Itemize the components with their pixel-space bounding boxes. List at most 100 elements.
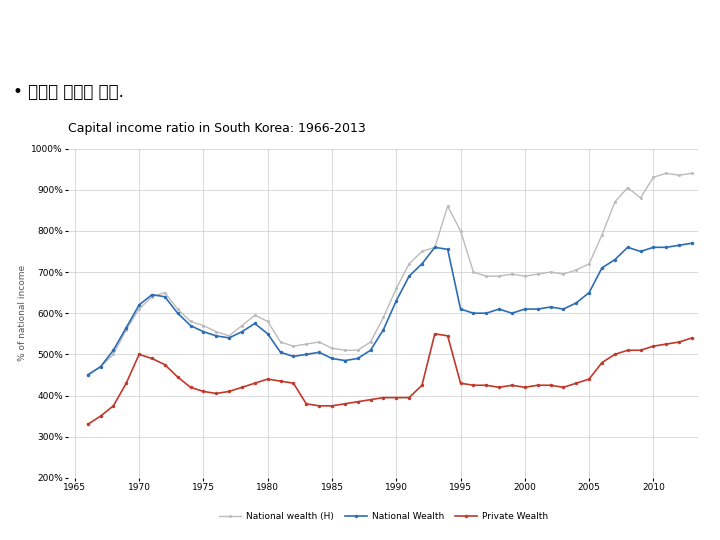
National wealth (H) [238,322,246,329]
Private Wealth [572,380,580,387]
National wealth (H) [379,314,388,321]
National wealth (H) [225,333,233,339]
Private Wealth [431,330,439,337]
National Wealth [238,328,246,335]
National wealth (H) [495,273,503,279]
National wealth (H) [199,322,208,329]
Private Wealth [624,347,632,354]
National Wealth [212,333,220,339]
National Wealth [495,306,503,312]
Private Wealth [392,394,400,401]
Private Wealth [405,394,413,401]
Private Wealth [315,403,323,409]
National Wealth [456,306,465,312]
National Wealth [225,335,233,341]
National wealth (H) [366,339,375,345]
Private Wealth [122,380,130,387]
National Wealth [688,240,696,246]
Line: National Wealth: National Wealth [86,241,693,377]
Private Wealth [611,351,619,357]
National Wealth [675,242,683,248]
National Wealth [186,322,195,329]
National Wealth [174,310,182,316]
Private Wealth [302,401,310,407]
Private Wealth [135,351,143,357]
Line: National wealth (H): National wealth (H) [86,172,693,376]
Private Wealth [444,333,452,339]
National wealth (H) [521,273,529,279]
Private Wealth [456,380,465,387]
National Wealth [109,347,118,354]
National Wealth [508,310,516,316]
Private Wealth [675,339,683,345]
National wealth (H) [135,306,143,312]
National Wealth [148,292,156,298]
National Wealth [624,244,632,251]
National Wealth [649,244,658,251]
Private Wealth [148,355,156,362]
Private Wealth [212,390,220,397]
National Wealth [135,302,143,308]
National wealth (H) [534,271,542,278]
Private Wealth [96,413,105,420]
Private Wealth [186,384,195,390]
National Wealth [199,328,208,335]
National wealth (H) [302,341,310,347]
National wealth (H) [264,318,272,325]
National wealth (H) [96,363,105,370]
National wealth (H) [482,273,490,279]
National Wealth [366,347,375,354]
National wealth (H) [418,248,426,255]
Private Wealth [199,388,208,395]
National Wealth [354,355,362,362]
National Wealth [611,256,619,263]
Private Wealth [174,374,182,380]
Text: • 자산의 집중도 심화.: • 자산의 집중도 심화. [13,83,124,101]
National Wealth [84,372,92,378]
National wealth (H) [598,232,606,238]
National Wealth [341,357,349,364]
National Wealth [315,349,323,355]
Private Wealth [469,382,478,388]
Private Wealth [264,376,272,382]
Private Wealth [559,384,568,390]
Private Wealth [366,396,375,403]
Private Wealth [598,360,606,366]
National Wealth [405,273,413,279]
Private Wealth [289,380,298,387]
National Wealth [662,244,670,251]
National wealth (H) [444,203,452,210]
National wealth (H) [546,269,555,275]
Private Wealth [109,403,118,409]
Line: Private Wealth: Private Wealth [86,332,693,426]
Private Wealth [546,382,555,388]
National Wealth [521,306,529,312]
National Wealth [289,353,298,360]
Private Wealth [161,361,169,368]
Private Wealth [521,384,529,390]
National wealth (H) [328,345,336,352]
National wealth (H) [354,347,362,354]
Text: Capital income ratio in South Korea: 1966-2013: Capital income ratio in South Korea: 196… [68,122,366,135]
National Wealth [161,294,169,300]
National Wealth [469,310,478,316]
National Wealth [585,289,593,296]
National Wealth [598,265,606,271]
Private Wealth [482,382,490,388]
National Wealth [444,246,452,253]
National wealth (H) [84,372,92,378]
National wealth (H) [508,271,516,278]
Private Wealth [276,378,285,384]
National Wealth [418,261,426,267]
National wealth (H) [585,261,593,267]
National Wealth [122,325,130,331]
National wealth (H) [688,170,696,177]
Private Wealth [534,382,542,388]
National wealth (H) [572,267,580,273]
National Wealth [482,310,490,316]
National wealth (H) [649,174,658,180]
National Wealth [264,330,272,337]
National wealth (H) [186,318,195,325]
Y-axis label: % of national income: % of national income [18,265,27,361]
Legend: National wealth (H), National Wealth, Private Wealth: National wealth (H), National Wealth, Pr… [215,509,552,525]
